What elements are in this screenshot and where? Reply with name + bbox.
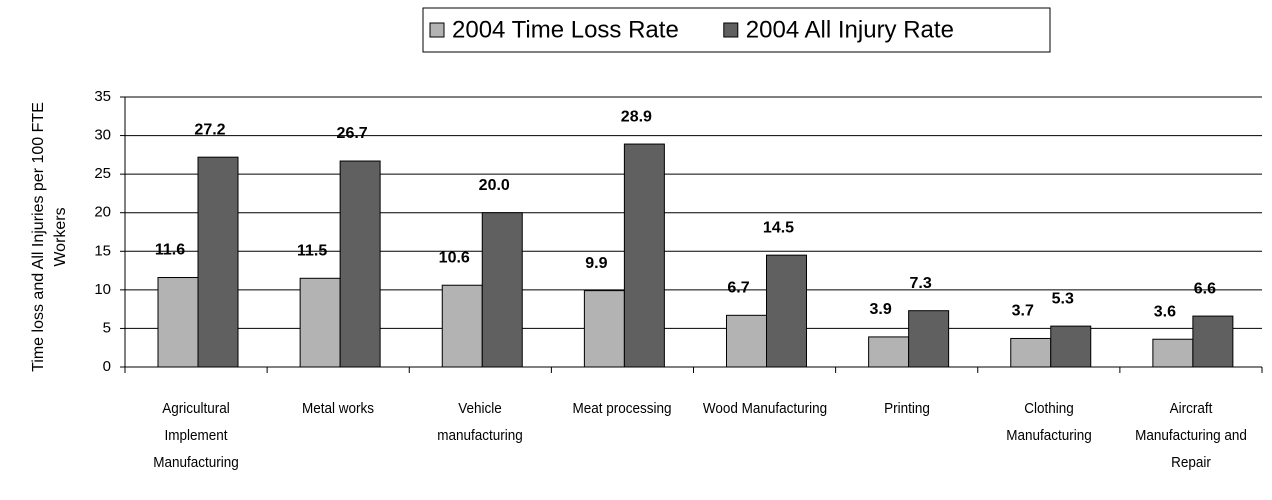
value-label: 9.9: [585, 255, 607, 272]
bar: [441, 284, 483, 368]
value-label: 14.5: [763, 219, 794, 236]
bar: [339, 160, 381, 368]
bar: [766, 254, 807, 368]
y-tick-label: 0: [103, 358, 111, 375]
value-label: 28.9: [621, 108, 652, 125]
legend-swatch: [723, 22, 739, 38]
value-label: 20.0: [479, 177, 510, 194]
x-tick-label: Aircraft Manufacturing and Repair: [1135, 400, 1247, 471]
y-tick-label: 10: [94, 281, 111, 298]
bar: [726, 314, 767, 368]
value-label: 11.5: [297, 243, 327, 260]
legend-label: 2004 All Injury Rate: [746, 16, 954, 43]
y-tick-label: 30: [94, 127, 111, 144]
value-label: 10.6: [439, 249, 470, 266]
x-tick-label: Clothing Manufacturing: [1006, 400, 1092, 444]
bar: [583, 290, 625, 368]
value-label: 7.3: [910, 275, 932, 292]
bar: [1152, 338, 1194, 368]
value-label: 27.2: [194, 121, 225, 138]
value-label: 11.6: [155, 242, 185, 259]
bar: [481, 212, 523, 368]
x-tick-label: Meat processing: [572, 400, 672, 417]
value-label: 6.6: [1194, 280, 1216, 297]
value-label: 6.7: [727, 280, 749, 297]
legend-swatch: [429, 22, 445, 38]
y-tick-label: 35: [94, 88, 111, 105]
bar: [623, 143, 665, 368]
legend-label: 2004 Time Loss Rate: [452, 16, 679, 43]
y-axis-label: Time loss and All Injuries per 100 FTE W…: [30, 102, 69, 372]
value-label: 3.6: [1154, 303, 1176, 320]
x-tick-label: Metal works: [302, 400, 375, 417]
value-label: 3.9: [870, 301, 892, 318]
bar: [157, 277, 199, 368]
x-tick-label: Vehicle manufacturing: [437, 400, 524, 444]
bar: [868, 336, 910, 368]
x-tick-label: Printing: [883, 400, 930, 417]
bar: [908, 310, 950, 368]
y-tick-label: 20: [94, 204, 111, 221]
x-tick-label: Agricultural Implement Manufacturing: [153, 400, 239, 471]
bar: [197, 156, 239, 368]
y-tick-label: 15: [94, 242, 111, 259]
bar: [1050, 325, 1092, 368]
bar: [1010, 337, 1052, 368]
x-tick-label: Wood Manufacturing: [702, 400, 827, 417]
value-label: 26.7: [337, 125, 368, 142]
y-tick-label: 25: [94, 165, 111, 182]
value-label: 5.3: [1052, 290, 1074, 307]
y-tick-label: 5: [103, 319, 111, 336]
value-label: 3.7: [1012, 303, 1034, 320]
bar: [299, 277, 341, 368]
bar: [1192, 315, 1234, 368]
